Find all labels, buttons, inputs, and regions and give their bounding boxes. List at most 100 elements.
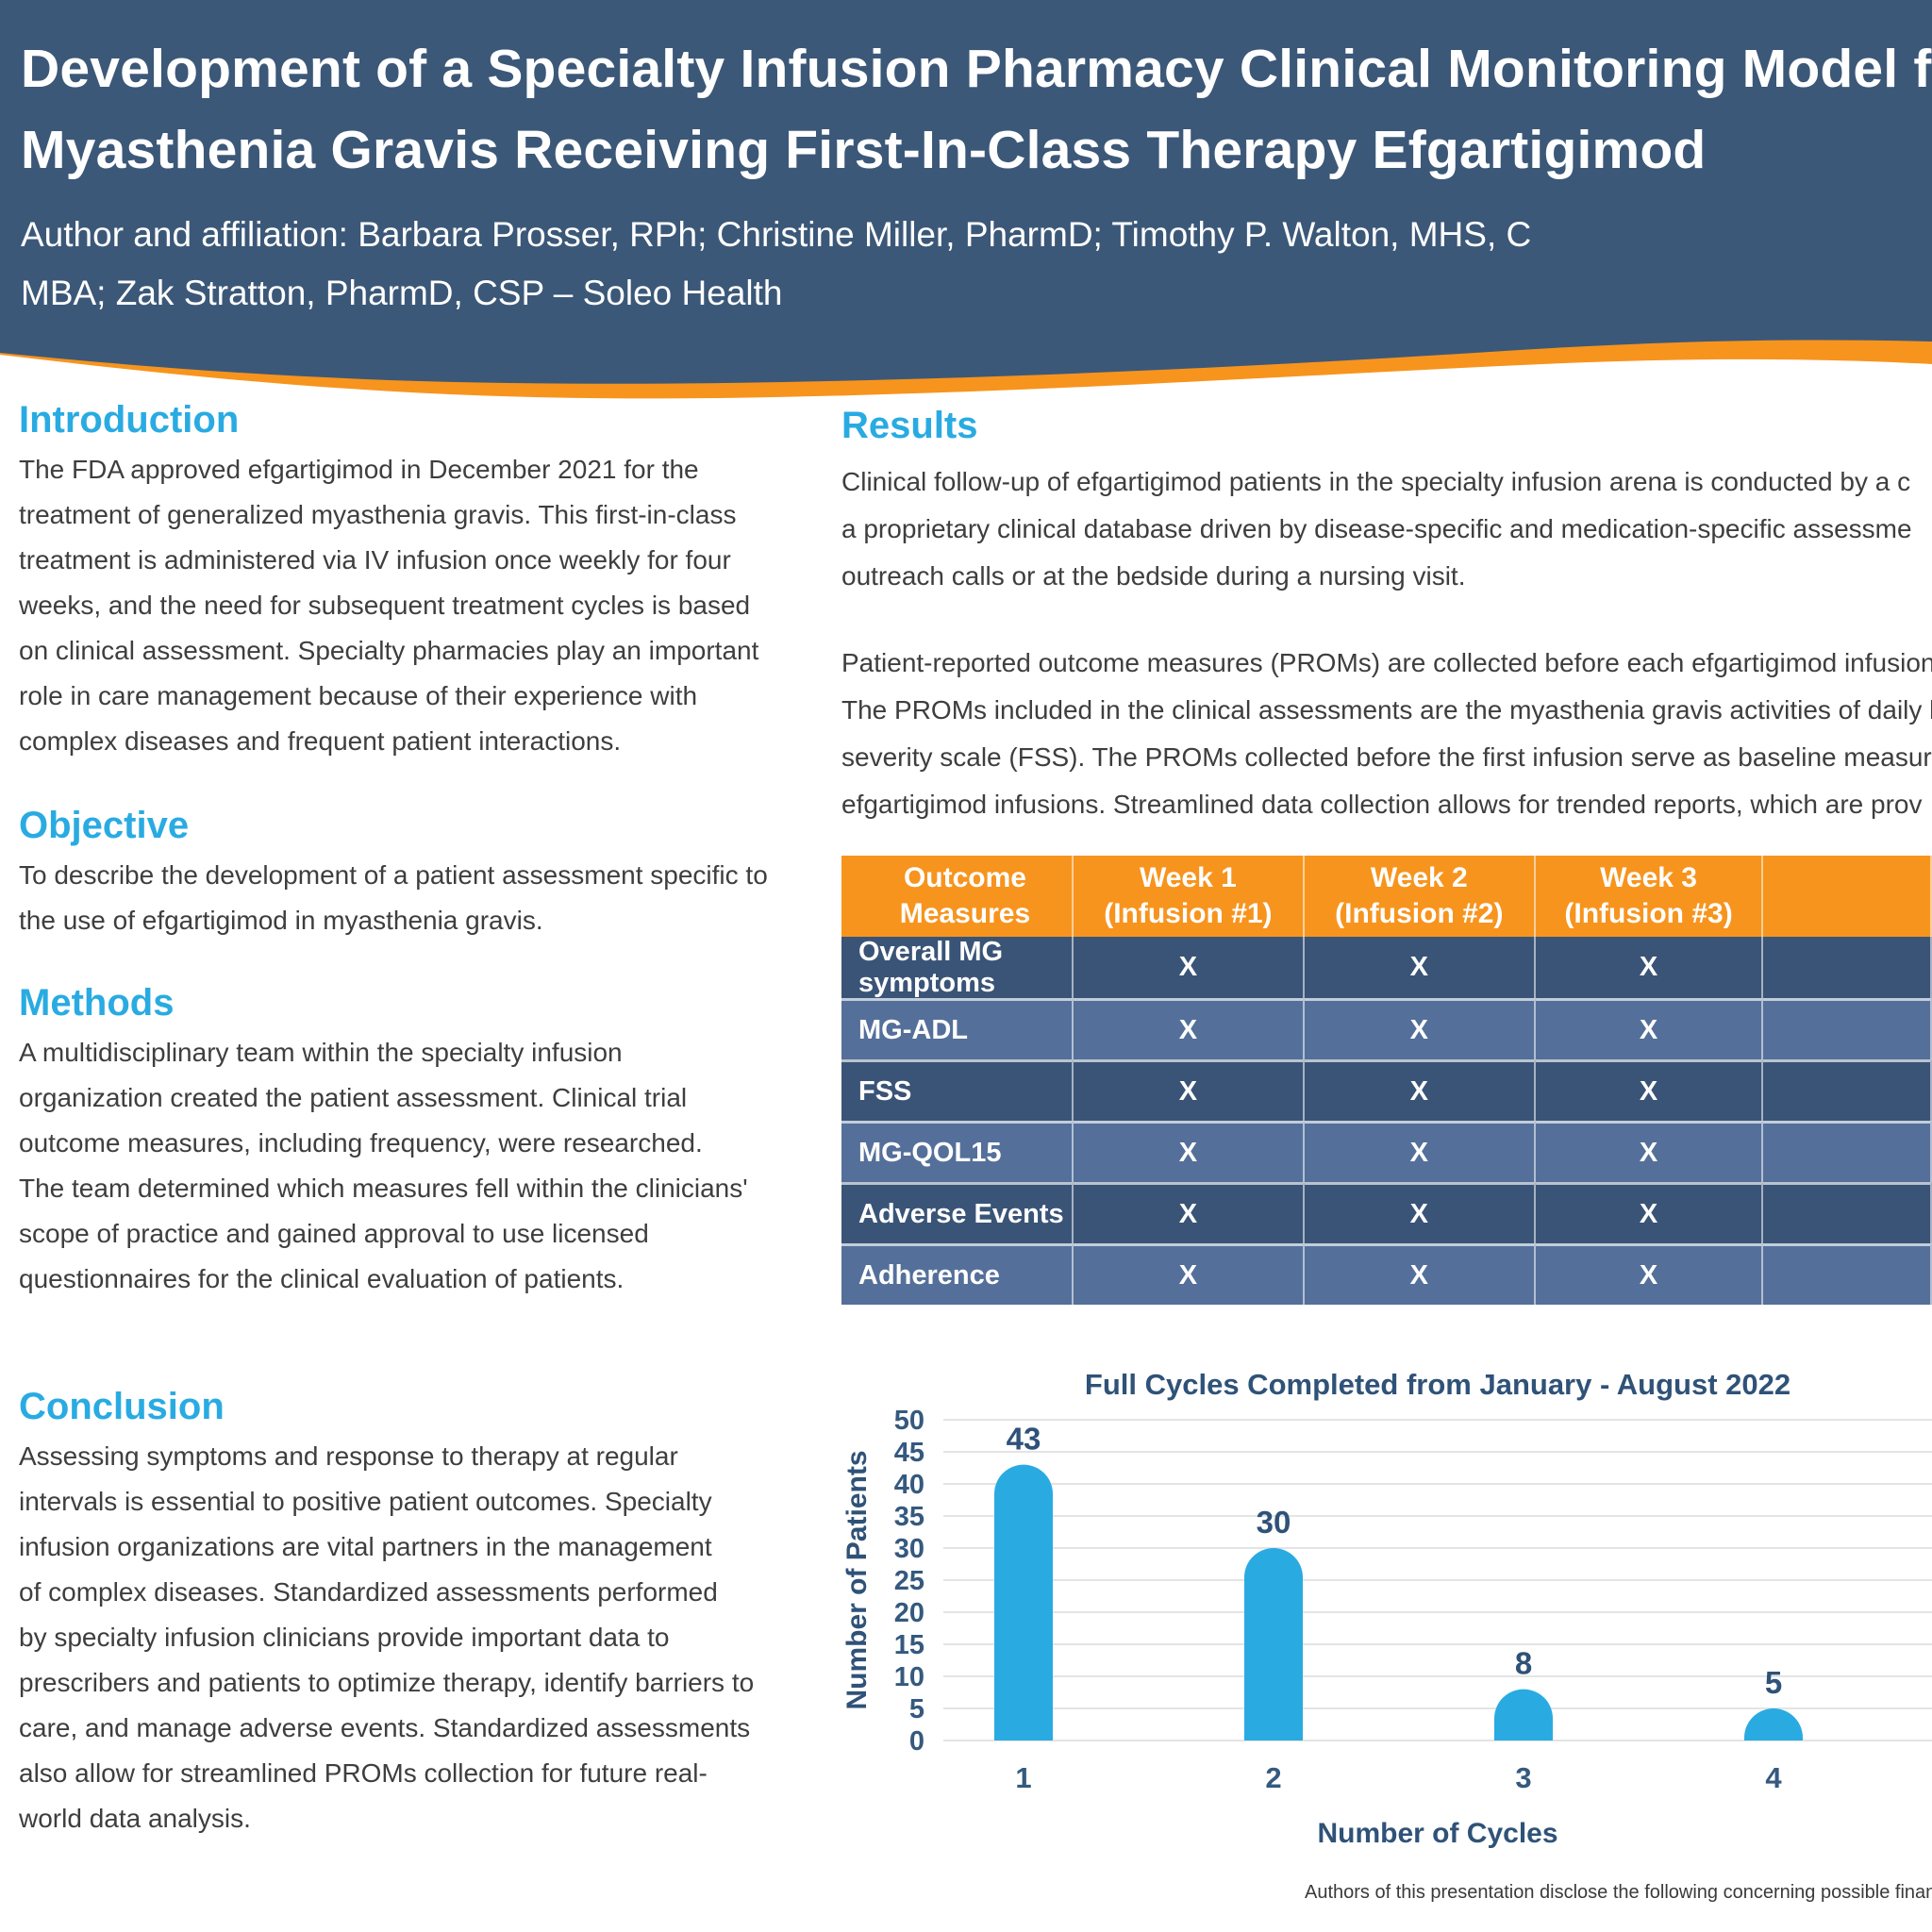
text-line: The FDA approved efgartigimod in Decembe… [19, 455, 699, 484]
section-introduction: Introduction The FDA approved efgartigim… [19, 398, 758, 764]
section-heading-introduction: Introduction [19, 399, 240, 441]
text-line: care, and manage adverse events. Standar… [19, 1713, 751, 1742]
section-objective: Objective To describe the development of… [19, 804, 768, 943]
table-cell: X [1535, 998, 1764, 1059]
table-header-cell: Week 2 (Infusion #2) [1305, 856, 1536, 937]
y-axis-tick-label: 20 [894, 1598, 924, 1628]
text-line: world data analysis. [19, 1804, 251, 1833]
section-heading-objective: Objective [19, 805, 190, 846]
text-line: treatment is administered via IV infusio… [19, 545, 731, 575]
table-cell [1763, 937, 1932, 998]
table-row: FSS X X X [841, 1059, 1932, 1121]
text-line: of complex diseases. Standardized assess… [19, 1577, 718, 1607]
table-header-cell: Week 3 (Infusion #3) [1536, 856, 1764, 937]
outcome-measures-table: Outcome Measures Week 1 (Infusion #1) Week … [841, 856, 1932, 1305]
text-line: infusion organizations are vital partner… [19, 1532, 712, 1561]
table-cell: X [1074, 937, 1305, 998]
section-heading-results: Results [841, 405, 978, 446]
table-header-row: Outcome Measures Week 1 (Infusion #1) Week … [841, 856, 1932, 937]
text-line: outcome measures, including frequency, w… [19, 1128, 703, 1158]
table-row: MG-QOL15 X X X [841, 1121, 1932, 1182]
table-cell: X [1073, 1243, 1305, 1305]
chart-bar [994, 1464, 1053, 1740]
table-cell: X [1535, 1059, 1764, 1121]
y-axis-tick-label: 5 [909, 1694, 924, 1724]
y-axis-tick-label: 35 [894, 1502, 924, 1532]
poster-title-line: Myasthenia Gravis Receiving First-In-Cla… [21, 120, 1707, 180]
table-cell: X [1304, 1182, 1536, 1243]
text-line: questionnaires for the clinical evaluati… [19, 1264, 625, 1293]
table-cell: X [1073, 1059, 1305, 1121]
section-conclusion: Conclusion Assessing symptoms and respon… [19, 1385, 754, 1841]
introduction-text: The FDA approved efgartigimod in Decembe… [19, 447, 758, 764]
methods-text: A multidisciplinary team within the spec… [19, 1030, 748, 1302]
text-line: Assessing symptoms and response to thera… [19, 1441, 678, 1471]
table-row-label: FSS [841, 1059, 1074, 1121]
cycles-chart-area: Full Cycles Completed from January - Aug… [660, 1358, 1932, 1887]
text-line: on clinical assessment. Specialty pharma… [19, 636, 759, 665]
table-row-label: MG-ADL [841, 998, 1074, 1059]
table-row-label: Adherence [841, 1243, 1074, 1305]
poster-title: Development of a Specialty Infusion Phar… [21, 28, 1932, 191]
table-cell: X [1535, 1182, 1764, 1243]
results-paragraph-1: Clinical follow-up of efgartigimod patie… [841, 458, 1932, 600]
text-line: A multidisciplinary team within the spec… [19, 1038, 623, 1067]
text-line: efgartigimod infusions. Streamlined data… [841, 790, 1923, 819]
section-heading-methods: Methods [19, 982, 175, 1024]
table-cell: X [1536, 937, 1764, 998]
text-line: weeks, and the need for subsequent treat… [19, 591, 751, 620]
objective-text: To describe the development of a patient… [19, 853, 768, 943]
x-axis-title: Number of Cycles [1317, 1818, 1557, 1849]
text-line: organization created the patient assessm… [19, 1083, 688, 1112]
y-axis-tick-label: 10 [894, 1662, 924, 1692]
table-cell: X [1304, 1121, 1536, 1182]
y-axis-tick-label: 40 [894, 1470, 924, 1500]
table-header-cell [1763, 856, 1932, 937]
section-results: Results Clinical follow-up of efgartigim… [841, 404, 1932, 828]
results-paragraph-2: Patient-reported outcome measures (PROMs… [841, 640, 1932, 828]
table-cell: X [1073, 1182, 1305, 1243]
table-row-label: Adverse Events [841, 1182, 1074, 1243]
table-cell [1763, 998, 1932, 1059]
table-row: Adverse Events X X X [841, 1182, 1932, 1243]
y-axis-tick-label: 30 [894, 1534, 924, 1564]
text-line: intervals is essential to positive patie… [19, 1487, 712, 1516]
text-line: also allow for streamlined PROMs collect… [19, 1758, 708, 1788]
table-header-text: (Infusion #3) [1564, 898, 1733, 929]
poster-author-line: MBA; Zak Stratton, PharmD, CSP – Soleo H… [21, 274, 783, 312]
text-line: To describe the development of a patient… [19, 860, 768, 890]
table-row-label: MG-QOL15 [841, 1121, 1074, 1182]
text-line: complex diseases and frequent patient in… [19, 726, 622, 756]
poster-authors: Author and affiliation: Barbara Prosser,… [21, 206, 1932, 323]
text-line: severity scale (FSS). The PROMs collecte… [841, 742, 1932, 772]
header-wave-graphic [0, 0, 1932, 399]
table-cell: X [1073, 998, 1305, 1059]
table-cell: X [1305, 937, 1536, 998]
table-header-text: (Infusion #1) [1104, 898, 1273, 929]
text-line: The PROMs included in the clinical asses… [841, 695, 1932, 724]
y-axis-tick-label: 45 [894, 1438, 924, 1468]
poster-header: Development of a Specialty Infusion Phar… [0, 0, 1932, 425]
chart-title: Full Cycles Completed from January - Aug… [1085, 1368, 1790, 1401]
chart-bar [1494, 1689, 1553, 1740]
chart-bar-value-label: 43 [1007, 1422, 1041, 1457]
x-axis-tick-label: 4 [1765, 1761, 1782, 1794]
table-cell: X [1304, 1243, 1536, 1305]
table-header-text: (Infusion #2) [1335, 898, 1504, 929]
disclosure-text: Authors of this presentation disclose th… [1305, 1882, 1932, 1903]
text-line: treatment of generalized myasthenia grav… [19, 500, 737, 529]
table-header-text: Week 3 [1600, 862, 1697, 893]
text-line: prescribers and patients to optimize the… [19, 1668, 755, 1697]
chart-bar [1744, 1708, 1803, 1740]
y-axis-tick-label: 15 [894, 1630, 924, 1660]
table-row: Adherence X X X [841, 1243, 1932, 1305]
chart-bar [1244, 1548, 1303, 1740]
table-cell [1763, 1182, 1932, 1243]
table-cell [1763, 1121, 1932, 1182]
table-header-cell: Week 1 (Infusion #1) [1074, 856, 1305, 937]
table-cell: X [1073, 1121, 1305, 1182]
table-header-cell: Outcome Measures [841, 856, 1074, 937]
y-axis-tick-label: 25 [894, 1566, 924, 1596]
table-header-text: Week 1 [1139, 862, 1237, 893]
